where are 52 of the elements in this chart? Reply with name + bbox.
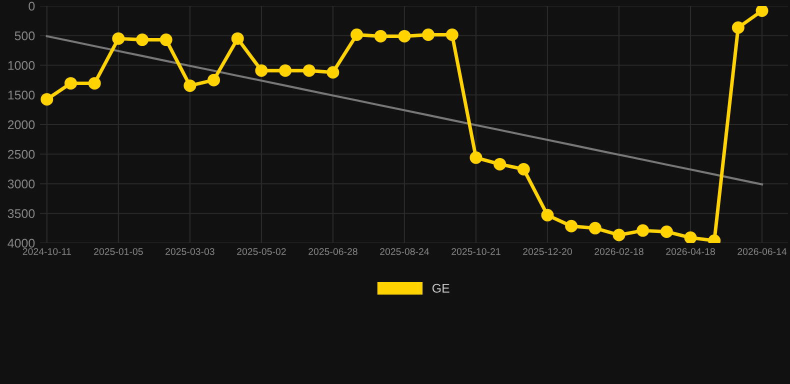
point <box>588 222 602 234</box>
y-tick-label: 3000 <box>8 180 35 188</box>
point <box>374 30 387 42</box>
y-tick-label: 0 <box>28 2 35 11</box>
point <box>398 30 411 42</box>
point <box>279 64 292 77</box>
point <box>88 77 101 90</box>
x-tick-label: 2025-08-24 <box>380 248 430 255</box>
point <box>756 6 768 17</box>
point <box>350 28 364 41</box>
point <box>255 64 268 77</box>
x-tick-label: 2025-01-05 <box>94 248 143 255</box>
point <box>494 158 506 170</box>
legend-label: GE <box>432 284 450 293</box>
point <box>422 28 435 41</box>
y-tick-label: 500 <box>14 31 35 40</box>
point <box>40 93 54 106</box>
y-tick-label: 2000 <box>8 120 35 130</box>
point <box>231 32 244 45</box>
point <box>136 34 149 46</box>
x-tick-label: 2026-06-14 <box>738 248 787 255</box>
point <box>732 21 744 34</box>
x-tick-label: 2024-10-11 <box>22 248 71 255</box>
x-tick-label: 2026-02-18 <box>594 248 644 255</box>
point <box>684 231 697 243</box>
point <box>660 225 673 238</box>
x-tick-label: 2025-03-03 <box>166 248 214 255</box>
y-tick-label: 1500 <box>8 90 35 100</box>
x-tick-label: 2025-12-20 <box>523 248 572 255</box>
point <box>636 224 650 237</box>
point <box>470 151 482 164</box>
point <box>541 208 554 222</box>
point <box>302 64 316 77</box>
point <box>184 79 196 92</box>
x-tick-label: 2025-06-28 <box>308 248 358 255</box>
point <box>612 228 626 242</box>
point <box>326 66 340 79</box>
point <box>565 220 578 232</box>
point <box>64 77 77 90</box>
x-tick-label: 2025-10-21 <box>452 248 500 255</box>
line-series <box>46 35 764 186</box>
y-tick-label: 1000 <box>8 61 35 70</box>
point <box>517 162 530 176</box>
y-tick-label: 3500 <box>8 209 35 218</box>
point <box>160 34 172 46</box>
point <box>208 74 220 86</box>
y-tick-label: 4000 <box>8 238 35 248</box>
x-tick-label: 2026-04-18 <box>666 248 715 255</box>
x-tick-label: 2025-05-02 <box>237 248 286 255</box>
y-tick-label: 2500 <box>8 150 35 159</box>
point <box>112 32 125 45</box>
point <box>446 28 458 41</box>
